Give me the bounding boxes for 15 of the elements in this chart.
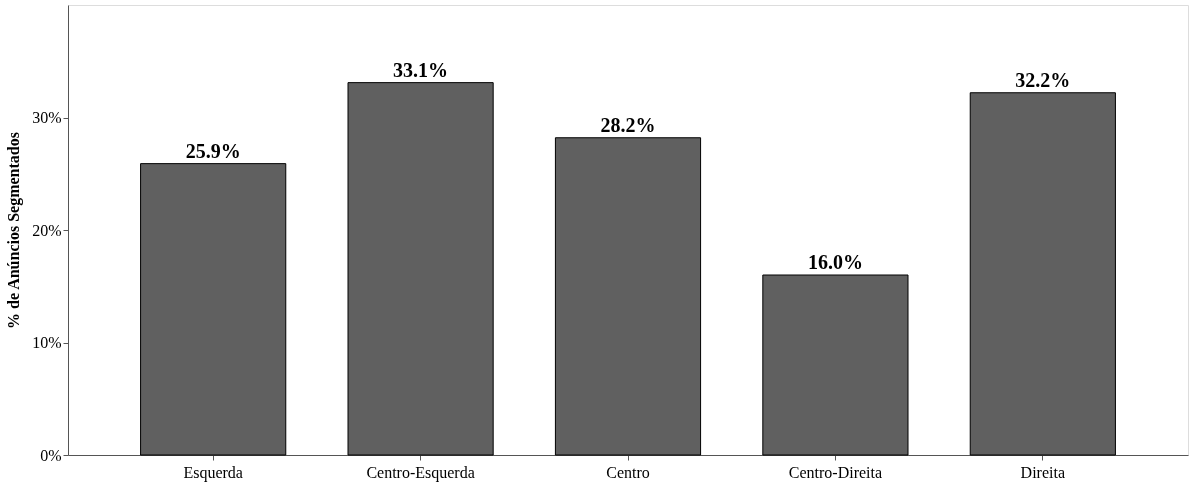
y-tick-label: 0% <box>40 446 62 464</box>
x-tick-label: Centro-Direita <box>788 463 883 481</box>
x-tick-label: Direita <box>1020 463 1066 481</box>
data-label: 32.2% <box>1015 68 1071 91</box>
y-axis-title: % de Anúncios Segmentados <box>5 132 24 329</box>
y-tick-label: 20% <box>32 221 62 239</box>
x-tick-label: Esquerda <box>183 463 243 482</box>
x-tick-label: Centro-Esquerda <box>366 463 475 482</box>
x-tick-label: Centro <box>606 463 650 481</box>
data-label: 16.0% <box>807 251 863 273</box>
y-tick-label: 10% <box>32 334 62 351</box>
y-tick-label: 30% <box>32 109 62 126</box>
data-label: 28.2% <box>600 113 656 136</box>
data-label: 33.1% <box>393 58 449 81</box>
data-label: 25.9% <box>185 139 241 162</box>
